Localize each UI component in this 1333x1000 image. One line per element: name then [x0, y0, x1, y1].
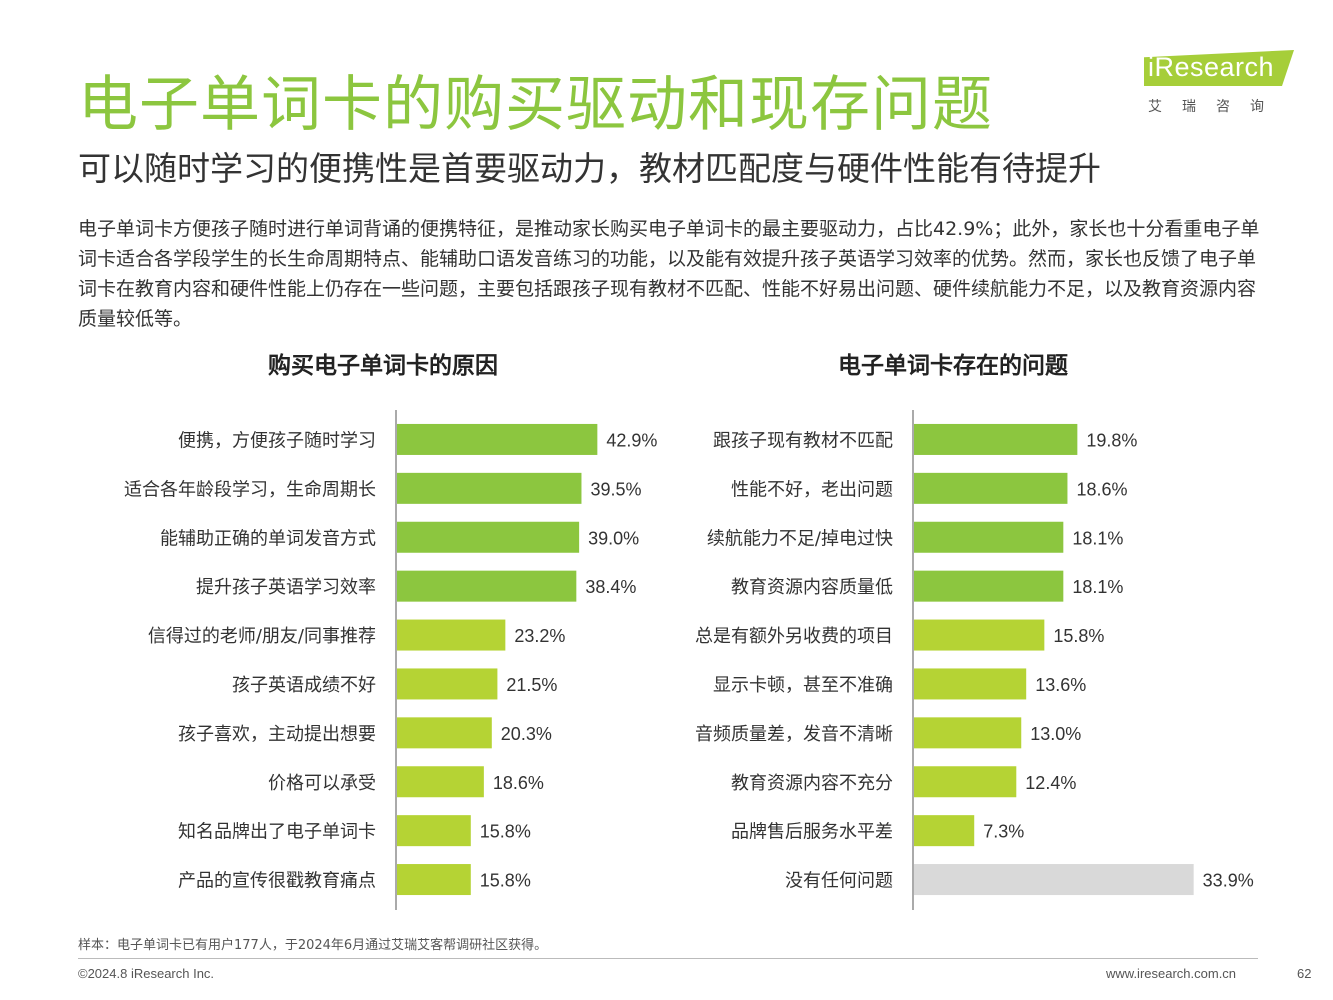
bar	[397, 717, 492, 749]
category-label: 适合各年龄段学习，生命周期长	[124, 479, 376, 500]
data-label: 23.2%	[514, 626, 565, 646]
data-label: 20.3%	[501, 724, 552, 744]
bar	[397, 423, 598, 455]
bar	[397, 472, 582, 504]
category-label: 性能不好，老出问题	[731, 479, 893, 500]
category-label: 便携，方便孩子随时学习	[178, 430, 376, 451]
category-label: 续航能力不足/掉电过快	[707, 528, 893, 549]
bar	[397, 570, 577, 602]
data-label: 39.5%	[590, 479, 641, 499]
bar	[914, 864, 1194, 896]
chart-title-problems: 电子单词卡存在的问题	[838, 353, 1068, 379]
data-label: 18.6%	[1076, 479, 1127, 499]
bar	[397, 815, 471, 847]
bar	[914, 570, 1064, 602]
data-label: 13.0%	[1030, 724, 1081, 744]
category-label: 知名品牌出了电子单词卡	[178, 822, 376, 843]
category-label: 总是有额外另收费的项目	[695, 626, 893, 647]
page-number: 62	[1297, 966, 1312, 981]
data-label: 39.0%	[588, 528, 639, 548]
intro-paragraph: 电子单词卡方便孩子随时进行单词背诵的便携特征，是推动家长购买电子单词卡的最主要驱…	[78, 218, 1260, 330]
logo-brand-text: iResearch	[1148, 52, 1275, 82]
bar	[914, 668, 1027, 700]
logo-cn-text: 艾瑞咨询	[1148, 99, 1284, 115]
bar	[914, 815, 975, 847]
iresearch-logo: iResearch 艾瑞咨询	[1144, 44, 1299, 115]
bar	[914, 619, 1045, 651]
bar	[914, 423, 1078, 455]
bar	[397, 521, 580, 553]
category-label: 孩子英语成绩不好	[232, 675, 376, 696]
data-label: 12.4%	[1025, 773, 1076, 793]
category-label: 显示卡顿，甚至不准确	[713, 675, 893, 696]
category-label: 音频质量差，发音不清晰	[695, 724, 893, 745]
bar	[914, 472, 1068, 504]
category-label: 能辅助正确的单词发音方式	[160, 528, 376, 549]
category-label: 产品的宣传很戳教育痛点	[178, 871, 376, 892]
data-label: 18.1%	[1072, 577, 1123, 597]
sample-note: 样本：电子单词卡已有用户177人，于2024年6月通过艾瑞艾客帮调研社区获得。	[78, 938, 548, 953]
website-link[interactable]: www.iresearch.com.cn	[1106, 966, 1237, 981]
bar	[397, 668, 498, 700]
data-label: 7.3%	[983, 822, 1024, 842]
data-label: 18.6%	[493, 773, 544, 793]
footer-divider	[78, 958, 1258, 959]
bar	[397, 619, 506, 651]
data-label: 15.8%	[480, 822, 531, 842]
data-label: 42.9%	[606, 430, 657, 450]
bar	[914, 717, 1022, 749]
data-label: 33.9%	[1203, 871, 1254, 891]
category-label: 教育资源内容质量低	[731, 577, 893, 598]
category-label: 孩子喜欢，主动提出想要	[178, 724, 376, 745]
data-label: 38.4%	[585, 577, 636, 597]
data-label: 15.8%	[480, 871, 531, 891]
data-label: 18.1%	[1072, 528, 1123, 548]
data-label: 15.8%	[1053, 626, 1104, 646]
copyright: ©2024.8 iResearch Inc.	[78, 966, 215, 981]
page-title: 电子单词卡的购买驱动和现存问题	[78, 70, 993, 140]
data-label: 19.8%	[1086, 430, 1137, 450]
chart-title-reasons: 购买电子单词卡的原因	[268, 353, 498, 379]
reasons-chart: 便携，方便孩子随时学习 42.9% 适合各年龄段学习，生命周期长 39.5% 能辅助正确…	[0, 400, 660, 910]
bar	[914, 521, 1064, 553]
problems-chart: 跟孩子现有教材不匹配 19.8% 性能不好，老出问题 18.6% 续航能力不足/掉电过快…	[666, 400, 1326, 910]
bar	[397, 766, 484, 798]
category-label: 信得过的老师/朋友/同事推荐	[148, 626, 376, 647]
category-label: 跟孩子现有教材不匹配	[713, 430, 893, 451]
bar	[397, 864, 471, 896]
bar	[914, 766, 1017, 798]
page-subtitle: 可以随时学习的便携性是首要驱动力，教材匹配度与硬件性能有待提升	[78, 149, 1101, 188]
logo-badge	[1144, 50, 1294, 86]
problems-chart-svg: 跟孩子现有教材不匹配 19.8% 性能不好，老出问题 18.6% 续航能力不足/掉电过快…	[695, 410, 1254, 910]
reasons-chart-svg: 便携，方便孩子随时学习 42.9% 适合各年龄段学习，生命周期长 39.5% 能辅助正确…	[124, 410, 657, 910]
data-label: 21.5%	[506, 675, 557, 695]
category-label: 价格可以承受	[268, 773, 376, 794]
data-label: 13.6%	[1035, 675, 1086, 695]
category-label: 品牌售后服务水平差	[731, 822, 893, 843]
category-label: 没有任何问题	[785, 871, 893, 892]
category-label: 教育资源内容不充分	[731, 773, 893, 794]
category-label: 提升孩子英语学习效率	[196, 577, 376, 598]
